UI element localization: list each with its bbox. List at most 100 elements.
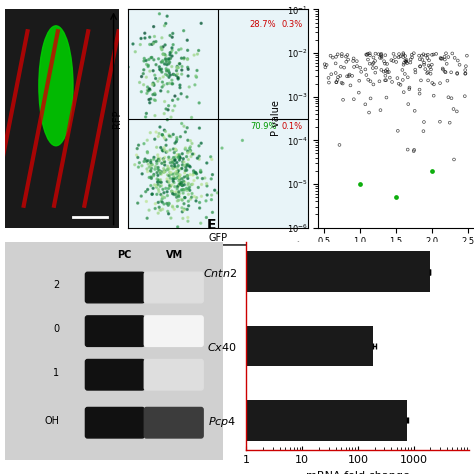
Point — [156, 155, 164, 162]
Point — [175, 174, 183, 182]
Point — [156, 75, 164, 82]
Point — [171, 205, 178, 213]
Point — [169, 131, 177, 138]
Point — [323, 61, 330, 69]
Point — [138, 73, 146, 81]
Bar — [0, 400, 407, 441]
Point — [190, 51, 198, 59]
Point — [118, 70, 126, 78]
Point — [365, 76, 372, 83]
Point — [338, 50, 346, 58]
Point — [146, 206, 153, 214]
Point — [430, 92, 438, 100]
Point — [346, 82, 354, 89]
Point — [211, 186, 219, 194]
Point — [180, 207, 188, 214]
Point — [148, 161, 155, 168]
Point — [168, 76, 176, 84]
Point — [178, 175, 186, 182]
Point — [160, 144, 168, 152]
Point — [168, 52, 176, 60]
Point — [172, 146, 179, 153]
Point — [188, 193, 195, 201]
Point — [122, 133, 129, 141]
Point — [146, 86, 154, 94]
Point — [175, 181, 183, 189]
Point — [439, 66, 447, 73]
Point — [147, 158, 155, 166]
Point — [173, 185, 181, 192]
Point — [144, 83, 151, 91]
Point — [140, 66, 147, 73]
Point — [158, 83, 166, 91]
Point — [166, 58, 173, 66]
Point — [357, 68, 365, 75]
Point — [143, 198, 150, 205]
Point — [192, 73, 200, 81]
Point — [189, 171, 197, 179]
Point — [169, 107, 177, 114]
Point — [171, 160, 178, 168]
Point — [162, 55, 169, 63]
Point — [147, 167, 155, 174]
Point — [383, 94, 390, 101]
Point — [176, 154, 183, 162]
Point — [171, 149, 178, 156]
Point — [447, 69, 455, 76]
Point — [145, 160, 152, 168]
Point — [165, 200, 173, 207]
Point — [173, 64, 181, 72]
Point — [169, 202, 176, 210]
Point — [148, 164, 155, 172]
Point — [155, 164, 162, 171]
Point — [203, 159, 210, 167]
Point — [178, 196, 185, 203]
Point — [176, 190, 183, 198]
Point — [156, 65, 164, 73]
Point — [151, 112, 159, 119]
Point — [176, 175, 183, 183]
Point — [393, 74, 401, 82]
Point — [408, 51, 416, 58]
Point — [169, 158, 176, 166]
Point — [428, 167, 436, 174]
Point — [176, 180, 184, 187]
Point — [155, 188, 163, 196]
Point — [159, 57, 166, 64]
Point — [164, 192, 171, 200]
Point — [173, 63, 181, 70]
Point — [377, 66, 385, 73]
Point — [149, 79, 157, 87]
Point — [163, 61, 171, 68]
Point — [169, 158, 176, 166]
Point — [184, 156, 192, 164]
Point — [164, 55, 172, 63]
Point — [143, 61, 150, 68]
Point — [377, 51, 384, 58]
Point — [195, 155, 203, 163]
Point — [149, 91, 157, 99]
Point — [157, 144, 164, 151]
Point — [173, 170, 181, 178]
Point — [169, 71, 177, 78]
Point — [450, 155, 458, 163]
Point — [179, 161, 186, 169]
Point — [152, 163, 159, 171]
Point — [166, 168, 173, 176]
Bar — [0, 251, 430, 292]
Point — [198, 181, 205, 188]
Point — [141, 29, 148, 37]
Point — [175, 188, 182, 195]
Point — [184, 55, 191, 63]
Point — [356, 77, 363, 84]
Point — [173, 72, 180, 79]
Point — [428, 79, 436, 87]
Point — [401, 57, 409, 64]
Point — [164, 88, 172, 95]
Point — [169, 175, 176, 182]
Point — [155, 155, 162, 163]
Point — [156, 178, 164, 186]
Point — [173, 138, 180, 146]
Point — [155, 176, 163, 184]
Point — [190, 167, 197, 174]
